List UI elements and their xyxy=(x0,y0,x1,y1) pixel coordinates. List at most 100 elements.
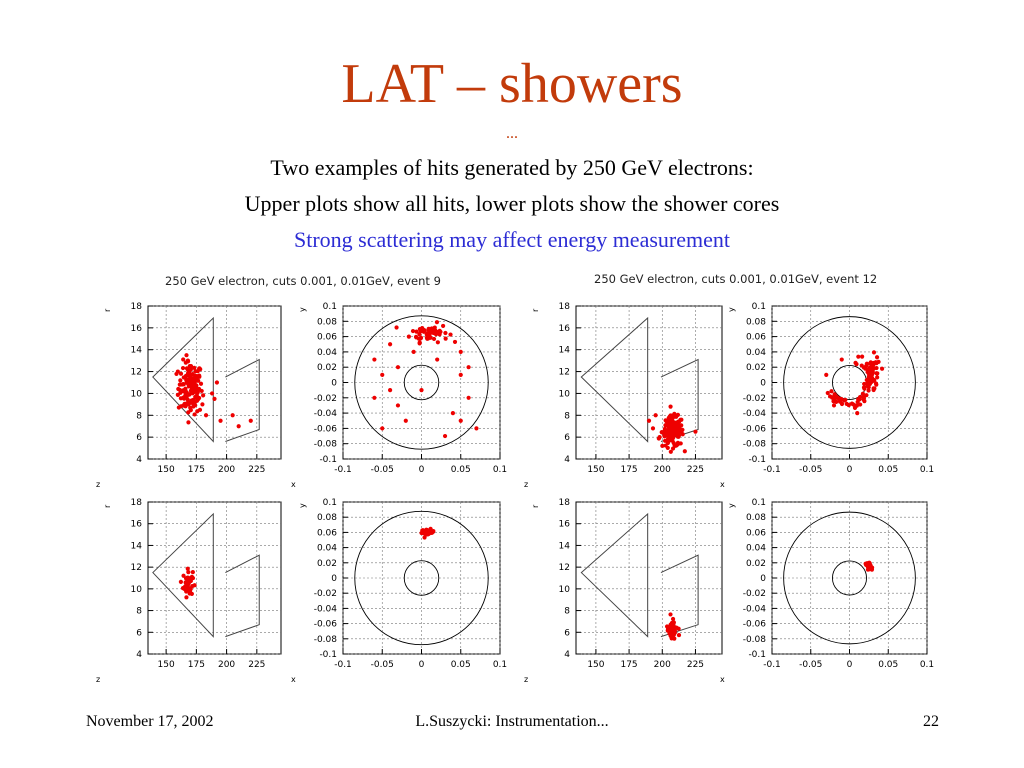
panel-upper-r-z-event-12: 150 175 200 225 4 6 8 10 12 14 16 18 z r xyxy=(524,302,723,489)
hit-point xyxy=(680,432,685,437)
hit-point xyxy=(870,369,875,375)
x-tick-label: -0.1 xyxy=(334,660,352,670)
x-axis-label: z xyxy=(524,480,528,489)
hit-point xyxy=(874,382,879,387)
hit-point xyxy=(871,363,876,368)
hit-point xyxy=(420,528,425,533)
x-axis-label: x xyxy=(291,675,296,684)
hit-point xyxy=(186,402,191,407)
y-tick-label: 14 xyxy=(131,541,143,551)
hit-point xyxy=(177,387,183,393)
hit-point xyxy=(869,565,875,570)
hit-point xyxy=(380,372,385,377)
x-tick-label: -0.05 xyxy=(371,660,394,670)
hit-point xyxy=(187,589,193,594)
y-tick-label: 0 xyxy=(331,379,337,389)
detector-outline-2 xyxy=(225,554,260,638)
hit-point xyxy=(190,569,195,575)
hit-point xyxy=(395,403,401,408)
y-tick-label: 4 xyxy=(136,650,142,660)
hit-point xyxy=(185,358,190,363)
hit-point xyxy=(194,393,199,398)
hit-point xyxy=(181,573,186,578)
hit-point xyxy=(871,350,877,355)
hit-point xyxy=(865,369,870,375)
hit-point xyxy=(419,388,424,393)
y-axis-label: r xyxy=(103,308,112,312)
hit-point xyxy=(677,426,682,431)
detector-outline-2 xyxy=(225,358,260,442)
hit-point xyxy=(435,357,440,362)
hit-point xyxy=(659,430,664,435)
hit-point xyxy=(181,357,186,362)
hit-point xyxy=(670,616,676,622)
hit-point xyxy=(214,380,220,385)
y-tick-label: 10 xyxy=(131,389,143,399)
hit-point xyxy=(443,336,448,341)
hit-point xyxy=(380,426,385,431)
hit-point xyxy=(448,332,453,337)
y-tick-label: 16 xyxy=(131,520,143,530)
hit-point xyxy=(200,402,205,407)
y-tick-label: 8 xyxy=(136,411,142,421)
detector-outline xyxy=(580,316,649,443)
hit-point xyxy=(824,372,829,377)
hit-point xyxy=(193,369,198,374)
hit-point xyxy=(675,432,680,437)
y-tick-label: 0.04 xyxy=(317,544,337,554)
hit-point xyxy=(174,371,179,377)
y-tick-label: 0.08 xyxy=(746,513,766,523)
y-tick-label: -0.02 xyxy=(314,589,337,599)
detector-outline xyxy=(580,512,649,638)
hit-point xyxy=(663,418,668,423)
x-tick-label: 150 xyxy=(158,660,175,670)
hit-point xyxy=(869,379,874,384)
y-tick-label: -0.08 xyxy=(743,440,767,450)
x-tick-label: -0.05 xyxy=(371,465,394,475)
hit-point xyxy=(388,342,393,347)
x-tick-label: 0.05 xyxy=(451,660,471,670)
hit-point xyxy=(197,373,202,378)
hit-point xyxy=(186,372,192,377)
hit-point xyxy=(422,535,427,540)
hit-point xyxy=(201,393,206,398)
hit-point xyxy=(865,564,871,569)
footer-center: L.Suszycki: Instrumentation... xyxy=(415,713,609,730)
hit-point xyxy=(843,397,848,403)
hit-point xyxy=(646,418,652,423)
hit-point xyxy=(660,443,665,448)
y-axis-label: y xyxy=(298,307,307,312)
y-tick-label: -0.06 xyxy=(743,424,767,434)
y-tick-label: 0.1 xyxy=(323,302,337,312)
hit-point xyxy=(666,424,671,430)
y-tick-label: 6 xyxy=(564,433,570,443)
hit-point xyxy=(837,399,843,404)
y-tick-label: -0.06 xyxy=(314,620,338,630)
x-tick-label: -0.05 xyxy=(799,660,822,670)
hit-point xyxy=(435,340,440,345)
plot-frame xyxy=(575,305,723,460)
hit-point xyxy=(425,532,431,537)
y-tick-label: 0 xyxy=(760,379,766,389)
subtitle-line-1: Two examples of hits generated by 250 Ge… xyxy=(270,155,754,180)
y-tick-label: -0.02 xyxy=(314,394,337,404)
hit-point xyxy=(192,365,197,370)
hit-point xyxy=(825,390,830,396)
hit-point xyxy=(678,441,683,446)
hit-point xyxy=(197,407,203,412)
y-tick-label: 0.06 xyxy=(317,528,337,538)
hit-point xyxy=(674,625,679,630)
y-tick-label: 18 xyxy=(559,302,571,312)
hit-point xyxy=(178,371,184,376)
hit-point xyxy=(671,435,676,440)
hit-point xyxy=(871,386,876,391)
y-tick-label: 6 xyxy=(136,433,142,443)
x-tick-label: 175 xyxy=(620,465,637,475)
figure-title-event-12: 250 GeV electron, cuts 0.001, 0.01GeV, e… xyxy=(594,272,878,286)
subtitle-line-3: Strong scattering may affect energy meas… xyxy=(294,227,730,252)
hit-point xyxy=(410,328,416,334)
x-tick-label: 0.05 xyxy=(878,465,898,475)
y-tick-label: 0.04 xyxy=(746,544,766,554)
inner-ring xyxy=(403,560,440,596)
y-tick-label: 12 xyxy=(559,368,570,378)
